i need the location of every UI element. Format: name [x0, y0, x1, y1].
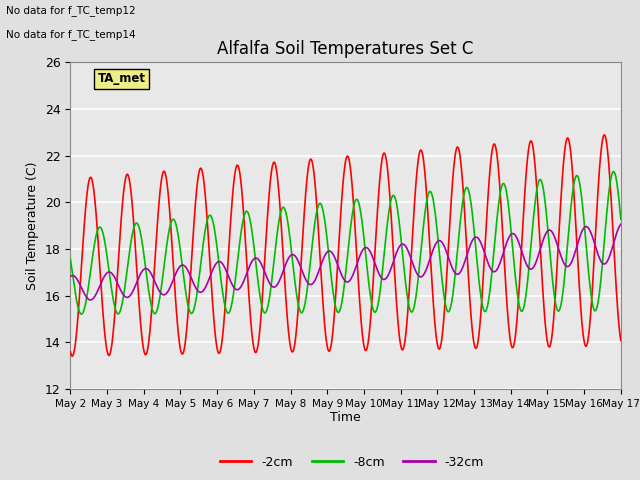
Text: No data for f_TC_temp12: No data for f_TC_temp12 — [6, 5, 136, 16]
X-axis label: Time: Time — [330, 411, 361, 424]
Text: No data for f_TC_temp14: No data for f_TC_temp14 — [6, 29, 136, 40]
Y-axis label: Soil Temperature (C): Soil Temperature (C) — [26, 161, 39, 290]
Legend: -2cm, -8cm, -32cm: -2cm, -8cm, -32cm — [215, 451, 489, 474]
Title: Alfalfa Soil Temperatures Set C: Alfalfa Soil Temperatures Set C — [218, 40, 474, 58]
Text: TA_met: TA_met — [98, 72, 146, 85]
